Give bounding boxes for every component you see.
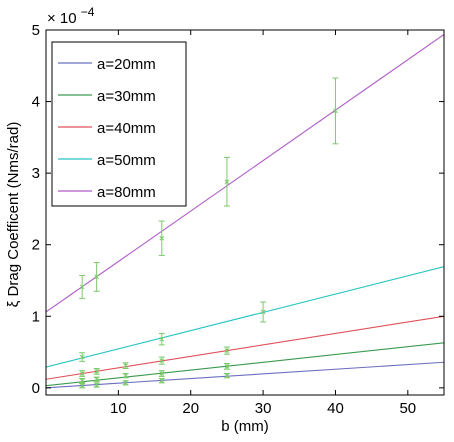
x-axis-label: b (mm) (221, 418, 269, 435)
x-marker (79, 354, 85, 360)
x-tick-label: 50 (399, 400, 416, 417)
data-point (122, 362, 129, 370)
data-point (332, 77, 339, 145)
legend-box (51, 41, 187, 207)
x-tick-label: 20 (182, 400, 199, 417)
x-marker (79, 383, 85, 389)
y-exponent-base: × 10 (47, 10, 77, 27)
data-point (93, 368, 100, 375)
legend-label: a=50mm (97, 152, 156, 169)
y-tick-label: 3 (32, 165, 40, 182)
series-line-2 (46, 342, 444, 387)
x-marker (159, 358, 165, 364)
x-marker (123, 380, 128, 386)
x-marker (260, 309, 266, 315)
x-marker (159, 371, 165, 376)
data-point (122, 380, 129, 386)
x-marker (159, 336, 165, 342)
x-marker (79, 378, 85, 384)
series-line-5 (46, 34, 444, 313)
y-tick-label: 0 (32, 380, 40, 397)
series-line-3 (46, 315, 444, 380)
x-tick-label: 40 (327, 400, 344, 417)
x-marker (94, 382, 100, 388)
data-point (223, 373, 230, 379)
y-tick-label: 5 (32, 22, 40, 39)
axis-ticks: 10 20 30 40 50 0 1 2 3 4 5 (32, 22, 444, 417)
y-axis-label: ξ Drag Coefficent (Nms/rad) (5, 122, 22, 308)
legend: a=20mm a=30mm a=40mm a=50mm a=80mm (51, 41, 187, 207)
x-marker (94, 274, 100, 280)
x-marker (159, 235, 165, 241)
data-point (223, 156, 230, 207)
data-point (223, 346, 230, 355)
data-point (79, 274, 86, 299)
plot-area (46, 34, 444, 389)
x-marker (79, 371, 85, 376)
legend-label: a=40mm (97, 120, 156, 137)
data-point (79, 378, 86, 384)
x-marker (159, 378, 165, 384)
y-exponent-power: −4 (81, 5, 95, 19)
data-point (122, 373, 129, 379)
x-marker (333, 108, 338, 114)
x-tick-label: 30 (255, 400, 272, 417)
data-point (93, 262, 100, 292)
x-marker (123, 363, 128, 369)
legend-label: a=80mm (97, 184, 156, 201)
data-point (158, 220, 165, 256)
legend-label: a=30mm (97, 88, 156, 105)
data-point (158, 370, 165, 377)
y-tick-label: 1 (32, 308, 40, 325)
plot-inner (46, 34, 444, 389)
data-point (79, 383, 86, 389)
data-point (158, 378, 165, 384)
axes-frame (45, 29, 445, 396)
data-point (93, 382, 100, 388)
x-marker (94, 376, 100, 382)
x-marker (224, 179, 230, 185)
data-point (79, 370, 86, 377)
x-marker (224, 364, 230, 369)
series-line-1 (46, 361, 444, 389)
x-marker (94, 369, 100, 374)
data-point (79, 352, 86, 362)
y-tick-label: 4 (32, 94, 40, 111)
x-marker (123, 373, 128, 379)
y-exponent-label: × 10 −4 (47, 5, 95, 27)
series-line-4 (46, 266, 444, 368)
x-marker (224, 373, 230, 379)
legend-label: a=20mm (97, 56, 156, 73)
y-tick-label: 2 (32, 237, 40, 254)
data-point (158, 332, 165, 346)
data-point (223, 363, 230, 370)
x-tick-label: 10 (110, 400, 127, 417)
x-marker (79, 284, 85, 290)
x-marker (224, 348, 230, 353)
data-point (93, 376, 100, 382)
data-point (158, 356, 165, 365)
data-point (260, 301, 267, 323)
